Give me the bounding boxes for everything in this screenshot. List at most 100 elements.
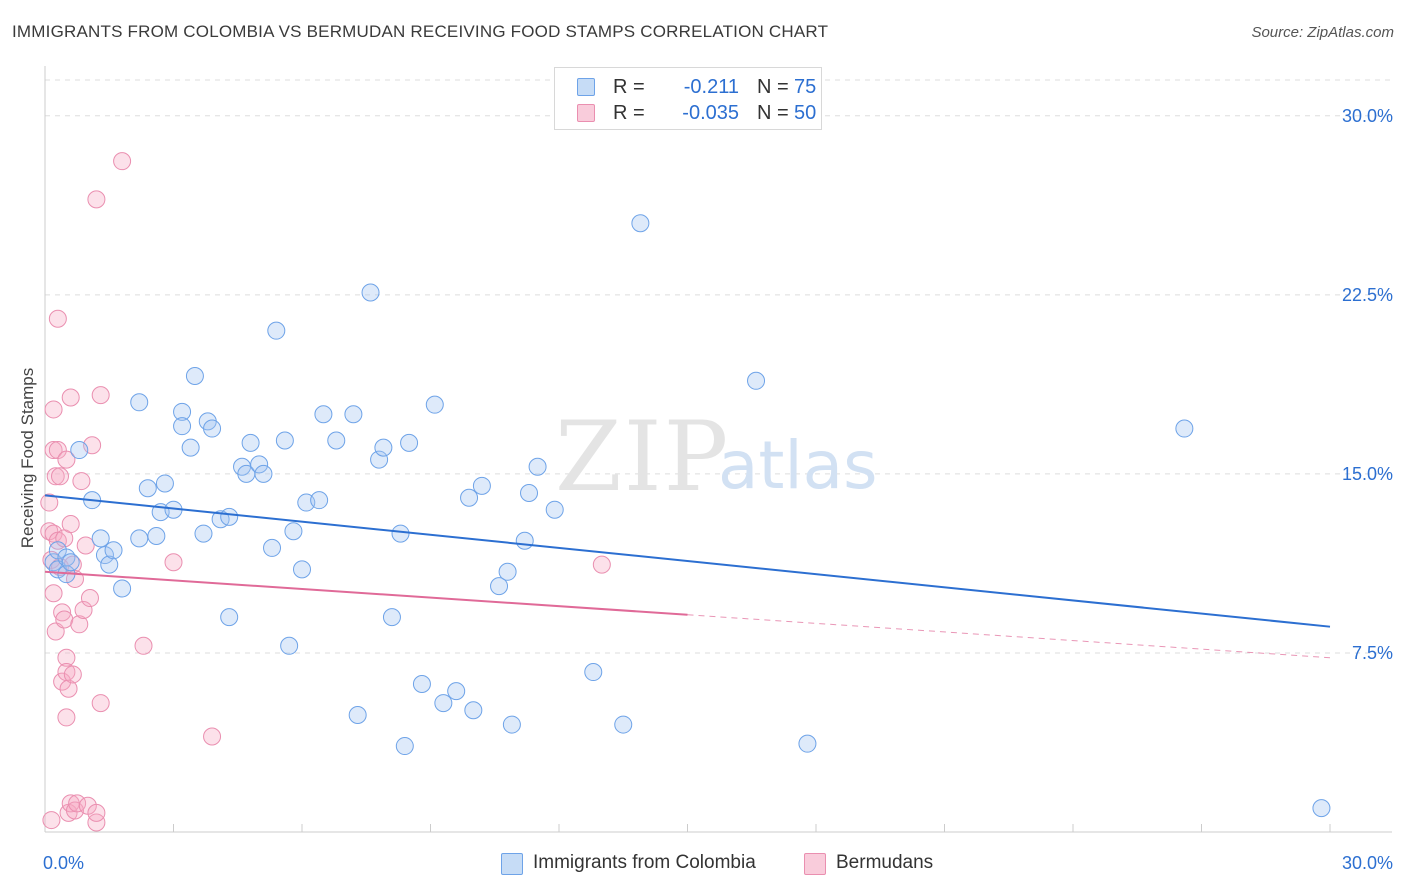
point-colombia	[747, 371, 766, 390]
y-tick-label: 22.5%	[1342, 285, 1393, 305]
point-colombia	[267, 321, 286, 340]
point-colombia	[425, 395, 444, 414]
point-bermudans	[48, 309, 67, 328]
point-bermudans	[57, 648, 76, 667]
point-colombia	[1312, 799, 1331, 818]
watermark-atlas: atlas	[718, 427, 878, 504]
point-bermudans	[59, 679, 78, 698]
point-colombia	[220, 507, 239, 526]
point-colombia	[447, 682, 466, 701]
point-colombia	[91, 529, 110, 548]
legend-n-label: N =	[757, 102, 789, 124]
point-bermudans	[55, 610, 74, 629]
point-colombia	[194, 524, 213, 543]
point-colombia	[250, 455, 269, 474]
point-colombia	[515, 531, 534, 550]
legend-n-label: N =	[757, 76, 789, 98]
point-colombia	[520, 484, 539, 503]
x-tick-labels: 0.0% 30.0%	[43, 853, 1393, 873]
point-bermudans	[80, 589, 99, 608]
point-bermudans	[61, 388, 80, 407]
legend-n-value: 75	[794, 76, 817, 98]
point-bermudans	[87, 813, 106, 832]
y-tick-label: 15.0%	[1342, 464, 1393, 484]
chart-source: Source: ZipAtlas.com	[1251, 24, 1394, 41]
point-colombia	[395, 737, 414, 756]
trendline-bermudans	[44, 570, 688, 616]
point-bermudans	[72, 472, 91, 491]
point-bermudans	[57, 708, 76, 727]
point-bermudans	[50, 467, 69, 486]
y-axis-label: Receiving Food Stamps	[18, 368, 37, 548]
point-bermudans	[87, 803, 106, 822]
watermark: ZIP atlas	[555, 401, 878, 513]
point-colombia	[241, 433, 260, 452]
point-colombia	[490, 577, 509, 596]
point-colombia	[412, 674, 431, 693]
legend-r-value: -0.035	[682, 102, 739, 124]
point-colombia	[284, 522, 303, 541]
point-colombia	[203, 419, 222, 438]
trendline-colombia	[44, 494, 1331, 628]
point-colombia	[374, 438, 393, 457]
trendline-bermudans-extension	[687, 614, 1331, 659]
point-bermudans	[61, 515, 80, 534]
point-colombia	[100, 555, 119, 574]
point-bermudans	[91, 694, 110, 713]
point-colombia	[147, 526, 166, 545]
legend-swatch-bermudans	[577, 104, 595, 122]
point-bermudans	[134, 636, 153, 655]
point-bermudans	[46, 467, 65, 486]
point-colombia	[545, 500, 564, 519]
point-bermudans	[113, 152, 132, 171]
point-colombia	[391, 524, 410, 543]
series-colombia	[44, 214, 1331, 818]
y-tick-label: 30.0%	[1342, 106, 1393, 126]
point-colombia	[138, 479, 157, 498]
point-colombia	[310, 491, 329, 510]
bottom-legend-label-bermudans: Bermudans	[836, 852, 934, 873]
point-colombia	[185, 367, 204, 386]
legend: R = -0.211 N = 75 R = -0.035 N = 50	[554, 67, 822, 130]
point-colombia	[130, 529, 149, 548]
legend-r-label: R =	[613, 76, 645, 98]
point-colombia	[498, 562, 517, 581]
point-colombia	[181, 438, 200, 457]
point-bermudans	[164, 553, 183, 572]
trendlines	[44, 494, 1331, 659]
point-bermudans	[44, 441, 63, 460]
point-colombia	[70, 441, 89, 460]
point-bermudans	[70, 615, 89, 634]
point-colombia	[61, 553, 80, 572]
bottom-legend-swatch-bermudans	[804, 853, 826, 875]
point-bermudans	[87, 190, 106, 209]
point-colombia	[275, 431, 294, 450]
point-colombia	[314, 405, 333, 424]
series-bermudans	[40, 152, 611, 832]
point-bermudans	[592, 555, 611, 574]
point-colombia	[327, 431, 346, 450]
point-colombia	[528, 457, 547, 476]
x-tick-label: 30.0%	[1342, 853, 1393, 873]
point-colombia	[614, 715, 633, 734]
bottom-legend-swatch-colombia	[501, 853, 523, 875]
point-colombia	[1175, 419, 1194, 438]
point-colombia	[155, 474, 174, 493]
legend-swatch-colombia	[577, 78, 595, 96]
point-bermudans	[42, 811, 61, 830]
point-colombia	[382, 608, 401, 627]
point-bermudans	[91, 386, 110, 405]
point-bermudans	[53, 672, 72, 691]
point-colombia	[348, 706, 367, 725]
legend-r-value: -0.211	[683, 76, 739, 98]
point-bermudans	[40, 493, 59, 512]
point-bermudans	[68, 794, 87, 813]
point-bermudans	[57, 450, 76, 469]
point-colombia	[464, 701, 483, 720]
point-colombia	[361, 283, 380, 302]
point-colombia	[584, 663, 603, 682]
point-colombia	[173, 402, 192, 421]
point-colombia	[113, 579, 132, 598]
point-colombia	[130, 393, 149, 412]
gridlines	[45, 79, 1392, 654]
